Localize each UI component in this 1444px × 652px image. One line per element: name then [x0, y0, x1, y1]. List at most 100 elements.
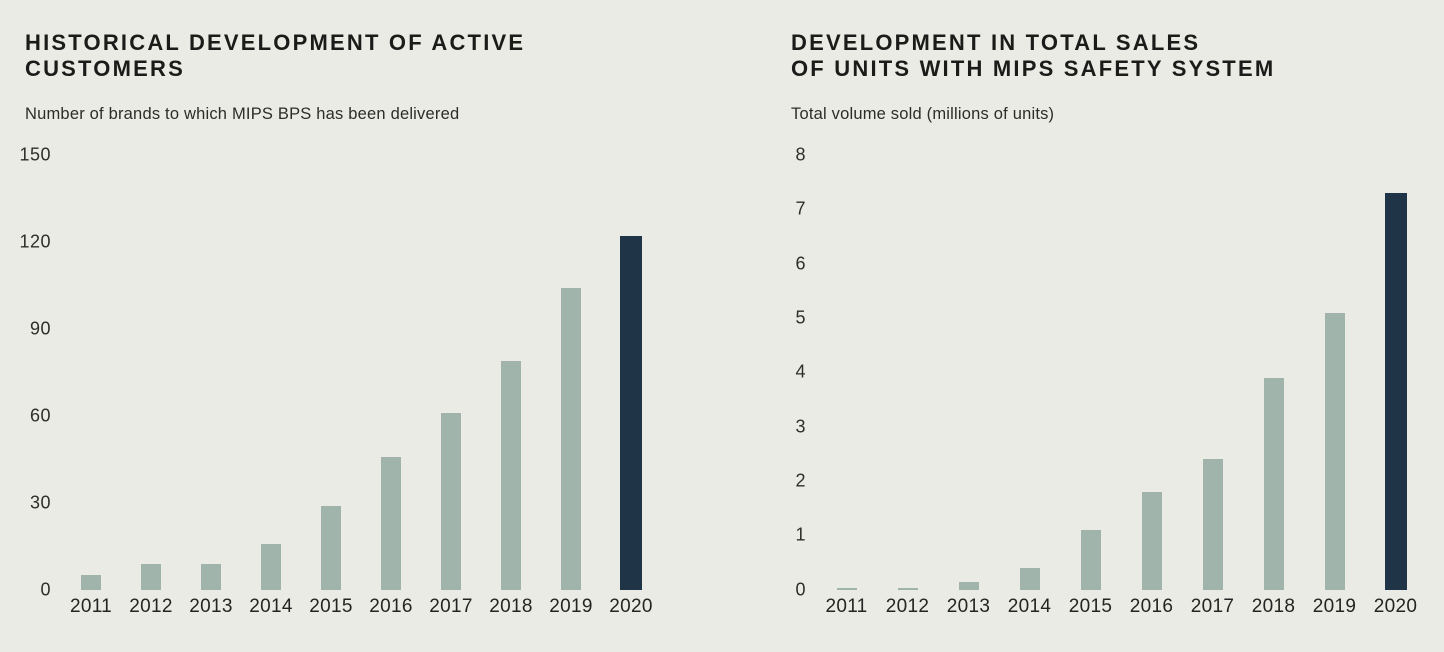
- bar-zone: [1060, 155, 1121, 590]
- bar-2019: [1324, 312, 1345, 590]
- x-tick-label-2020: 2020: [1373, 595, 1418, 617]
- y-tick-label-120: 120: [19, 231, 51, 252]
- plot-wrap: 150 120 90 60 30 0 2011 2012 2013 2014 2015 2016 20…: [17, 144, 665, 618]
- bar-2011: [81, 574, 101, 590]
- y-tick-label-4: 4: [795, 361, 806, 382]
- bar-zone: [1365, 155, 1426, 590]
- bar-zone: [1121, 155, 1182, 590]
- bar-column-2015: 2015: [301, 155, 361, 618]
- bar-zone: [1304, 155, 1365, 590]
- y-tick-label-2: 2: [795, 470, 806, 491]
- bar-zone: [241, 155, 301, 590]
- bar-column-2012: 2012: [877, 155, 938, 618]
- bar-2016: [1141, 491, 1162, 590]
- y-tick-label-8: 8: [795, 144, 806, 165]
- x-tick-label-2018: 2018: [1251, 595, 1296, 617]
- x-tick-label-2011: 2011: [825, 595, 868, 617]
- chart-subtitle: Total volume sold (millions of units): [791, 104, 1055, 123]
- bar-zone: [121, 155, 181, 590]
- x-tick-label-2014: 2014: [1007, 595, 1052, 617]
- chart-active-customers: HISTORICAL DEVELOPMENT OF ACTIVE CUSTOME…: [17, 30, 665, 618]
- x-tick-label-2011: 2011: [69, 595, 113, 617]
- bar-column-2018: 2018: [1243, 155, 1304, 618]
- y-tick-label-5: 5: [795, 307, 806, 328]
- bar-2020: [1384, 192, 1407, 590]
- y-axis: 8 7 6 5 4 3 2 1 0: [790, 144, 816, 599]
- bar-column-2020: 2020: [601, 155, 661, 618]
- bar-2015: [321, 505, 341, 590]
- bar-column-2014: 2014: [999, 155, 1060, 618]
- y-tick-label-0: 0: [40, 579, 51, 600]
- bar-zone: [181, 155, 241, 590]
- bar-zone: [938, 155, 999, 590]
- x-tick-label-2016: 2016: [1129, 595, 1174, 617]
- bar-column-2018: 2018: [481, 155, 541, 618]
- bar-zone: [361, 155, 421, 590]
- bar-zone: [1243, 155, 1304, 590]
- bar-column-2020: 2020: [1365, 155, 1426, 618]
- bar-column-2015: 2015: [1060, 155, 1121, 618]
- y-tick-label-0: 0: [795, 579, 806, 600]
- y-tick-label-30: 30: [29, 492, 51, 513]
- bar-zone: [301, 155, 361, 590]
- chart-title: HISTORICAL DEVELOPMENT OF ACTIVE CUSTOME…: [25, 30, 665, 83]
- chart-title: DEVELOPMENT IN TOTAL SALES OF UNITS WITH…: [791, 30, 1430, 83]
- x-tick-label-2012: 2012: [129, 595, 173, 617]
- x-tick-label-2019: 2019: [549, 595, 593, 617]
- x-tick-label-2019: 2019: [1312, 595, 1357, 617]
- bar-2018: [1263, 377, 1284, 590]
- y-tick-label-150: 150: [19, 144, 51, 165]
- y-tick-label-1: 1: [795, 524, 806, 545]
- x-tick-label-2018: 2018: [489, 595, 533, 617]
- bar-column-2013: 2013: [938, 155, 999, 618]
- bar-2017: [1202, 458, 1223, 590]
- bar-zone: [877, 155, 938, 590]
- bar-column-2016: 2016: [361, 155, 421, 618]
- bar-column-2011: 2011: [816, 155, 877, 618]
- x-tick-label-2013: 2013: [189, 595, 233, 617]
- bar-column-2013: 2013: [181, 155, 241, 618]
- bar-zone: [421, 155, 481, 590]
- bar-2020: [620, 235, 642, 590]
- plot-area: 2011 2012 2013 2014 2015 2016 2017 2018 2019 2020: [61, 155, 661, 618]
- bar-2012: [897, 587, 918, 590]
- x-tick-label-2012: 2012: [885, 595, 930, 617]
- bar-zone: [61, 155, 121, 590]
- chart-title-line-2: OF UNITS WITH MIPS SAFETY SYSTEM: [791, 56, 1276, 82]
- bar-column-2019: 2019: [1304, 155, 1365, 618]
- bar-column-2012: 2012: [121, 155, 181, 618]
- bar-2013: [958, 581, 979, 590]
- bar-column-2017: 2017: [421, 155, 481, 618]
- bar-2019: [561, 287, 581, 590]
- y-tick-label-3: 3: [795, 416, 806, 437]
- chart-total-sales: DEVELOPMENT IN TOTAL SALES OF UNITS WITH…: [790, 30, 1430, 618]
- x-tick-label-2016: 2016: [369, 595, 413, 617]
- bar-2014: [1019, 567, 1040, 590]
- bar-zone: [601, 155, 661, 590]
- x-tick-label-2015: 2015: [309, 595, 353, 617]
- bar-column-2017: 2017: [1182, 155, 1243, 618]
- y-axis: 150 120 90 60 30 0: [17, 144, 61, 599]
- y-tick-label-60: 60: [29, 405, 51, 426]
- bar-zone: [541, 155, 601, 590]
- bar-2012: [141, 563, 161, 590]
- bar-2013: [201, 563, 221, 590]
- chart-subtitle: Number of brands to which MIPS BPS has b…: [25, 104, 460, 123]
- bar-2014: [261, 543, 281, 590]
- y-tick-label-90: 90: [29, 318, 51, 339]
- x-tick-label-2015: 2015: [1068, 595, 1113, 617]
- bar-2015: [1080, 529, 1101, 590]
- bar-2018: [501, 360, 521, 590]
- x-tick-label-2014: 2014: [249, 595, 293, 617]
- bar-column-2016: 2016: [1121, 155, 1182, 618]
- chart-title-line-2: CUSTOMERS: [25, 56, 185, 82]
- x-tick-label-2013: 2013: [946, 595, 991, 617]
- bar-2016: [381, 456, 401, 590]
- bar-zone: [1182, 155, 1243, 590]
- bar-column-2019: 2019: [541, 155, 601, 618]
- bar-column-2011: 2011: [61, 155, 121, 618]
- y-tick-label-6: 6: [795, 253, 806, 274]
- x-tick-label-2020: 2020: [609, 595, 653, 617]
- bar-zone: [481, 155, 541, 590]
